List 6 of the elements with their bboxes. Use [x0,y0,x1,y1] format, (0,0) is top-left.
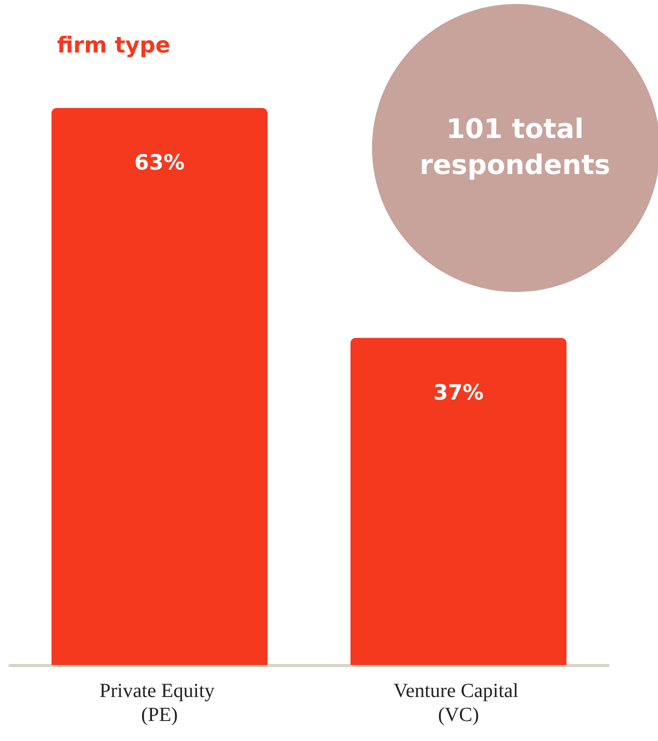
x-tick-label: Venture Capital (VC) [394,680,524,726]
data-label: 37% [433,380,484,404]
x-tick-label: Private Equity (PE) [100,680,220,726]
data-label: 63% [134,150,185,174]
annotation: 101 total respondents [418,113,612,183]
chart-title: firm type [57,34,170,58]
